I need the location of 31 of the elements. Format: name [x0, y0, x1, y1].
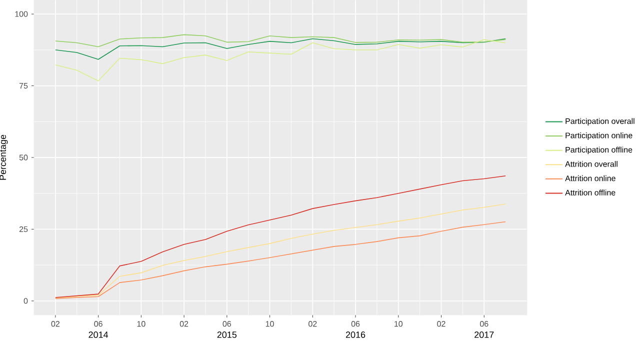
- line-series: [55, 39, 506, 82]
- line-series: [55, 38, 506, 60]
- x-tick-label: 10: [137, 321, 146, 327]
- x-tick-label: 02: [180, 321, 188, 327]
- legend-label: Participation online: [566, 132, 632, 140]
- text: 2014: [88, 332, 108, 338]
- y-tick-label: 100: [15, 11, 28, 17]
- y-axis-title: Percentage: [0, 134, 8, 180]
- x-tick-label: 10: [394, 321, 403, 327]
- legend-label: Attrition online: [565, 175, 616, 182]
- y-tick-label: 0: [24, 298, 28, 304]
- line-series: [55, 34, 506, 48]
- text: 2016: [346, 332, 366, 338]
- x-tick-label: 06: [94, 321, 102, 327]
- text: 2017: [474, 332, 494, 338]
- legend-label: Attrition offline: [565, 190, 616, 196]
- x-tick-label: 06: [222, 321, 232, 327]
- y-tick-label: 25: [19, 226, 28, 232]
- y-tick-label: 50: [19, 154, 28, 160]
- x-tick-label: 02: [51, 321, 60, 327]
- x-tick-label: 02: [437, 321, 446, 327]
- y-tick-label: 75: [19, 82, 28, 89]
- x-tick-label: 06: [351, 321, 360, 327]
- text: 2015: [217, 332, 237, 338]
- x-tick-label: 02: [308, 321, 317, 327]
- legend-label: Participation offline: [566, 146, 632, 154]
- legend-label: Attrition overall: [565, 160, 618, 167]
- line-series: [55, 204, 506, 298]
- x-tick-label: 06: [480, 321, 488, 327]
- legend-label: Participation overall: [566, 118, 634, 126]
- x-tick-label: 10: [266, 321, 274, 327]
